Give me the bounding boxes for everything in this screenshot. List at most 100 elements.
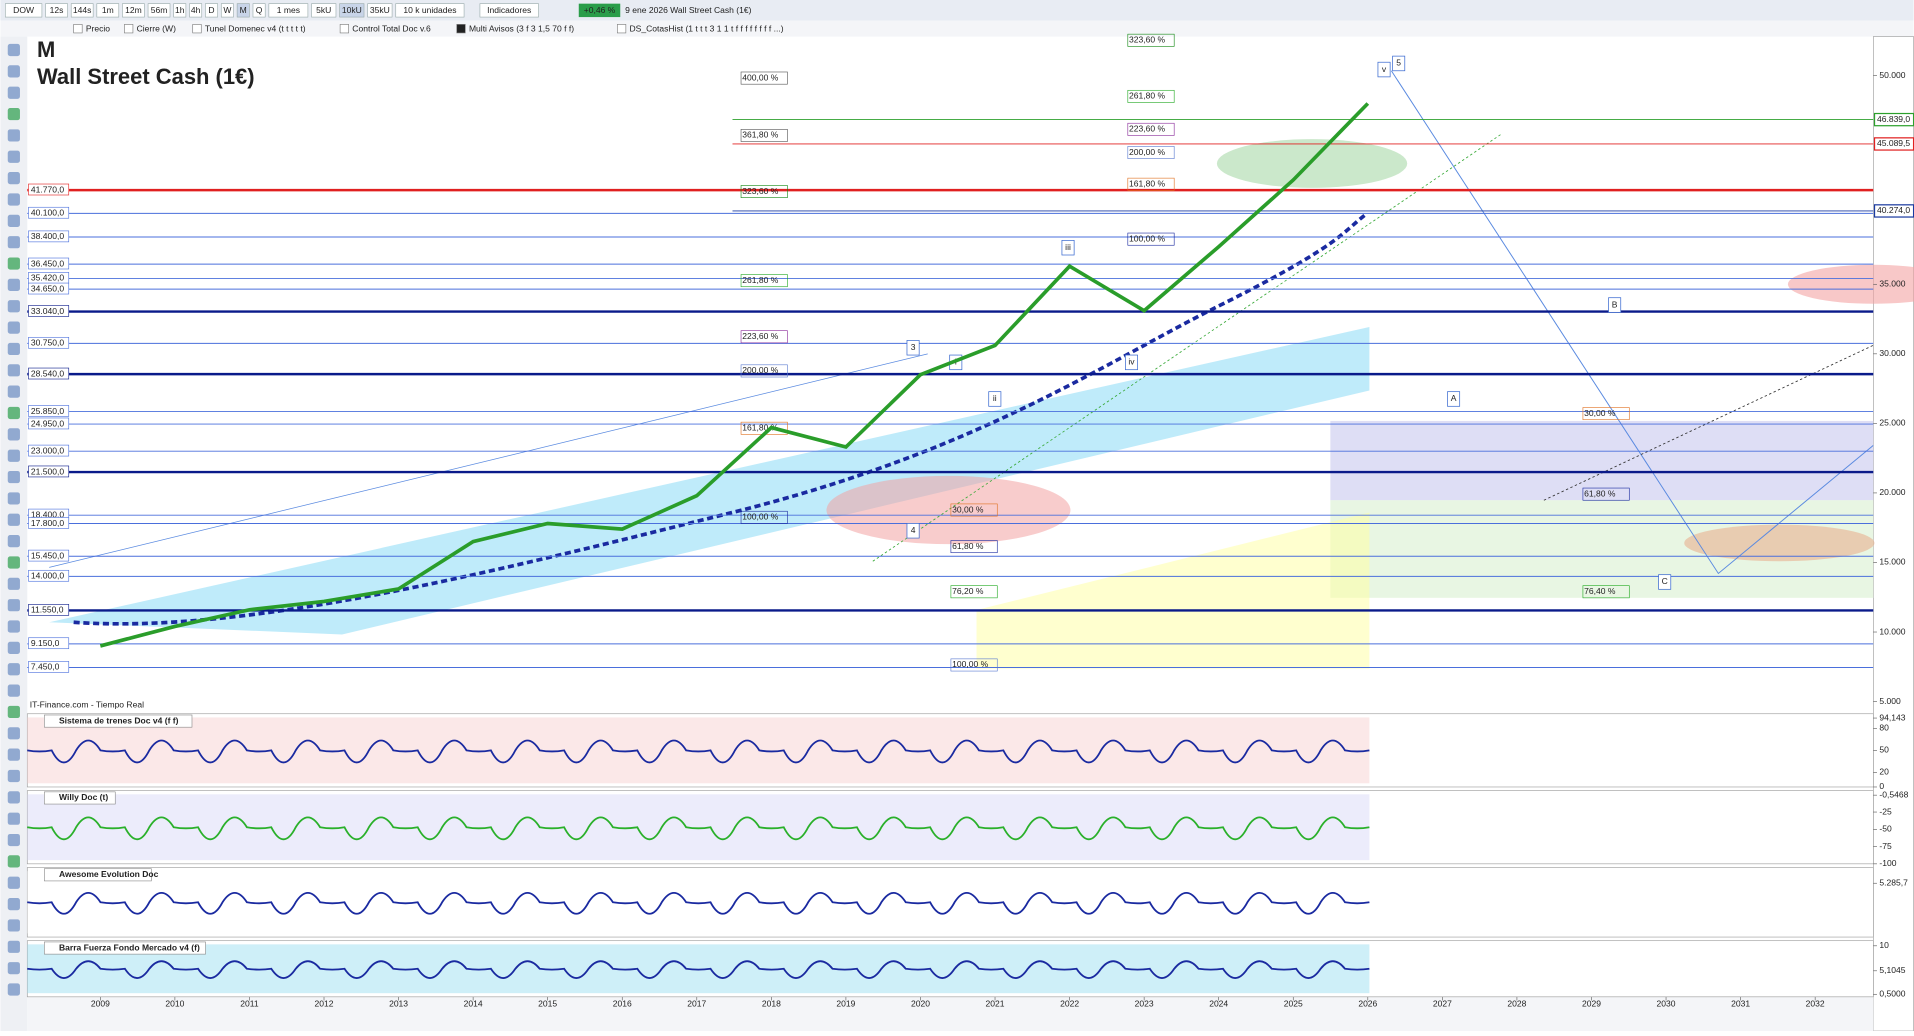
tool-icon[interactable]	[7, 492, 20, 505]
toolbar	[0, 0, 1914, 21]
tool-icon[interactable]	[7, 535, 20, 548]
change: +0,46 %	[584, 5, 616, 15]
tool-icon[interactable]	[7, 43, 20, 57]
units-button-label[interactable]: 35kU	[370, 5, 390, 15]
tool-icon[interactable]	[7, 599, 20, 612]
tool-icon[interactable]	[7, 940, 20, 953]
tool-icon[interactable]	[7, 727, 20, 740]
legend-check[interactable]	[192, 24, 202, 34]
symbol-select[interactable]	[5, 3, 43, 18]
tool-icon[interactable]	[7, 556, 20, 569]
units-select-label[interactable]: 10 k unidades	[403, 5, 456, 15]
legend-check[interactable]	[456, 24, 466, 34]
legend-item[interactable]: DS_CotasHist (1 t t t 3 1 1 t f f f f f …	[630, 24, 784, 34]
timeframe-button[interactable]	[205, 3, 218, 18]
tool-icon[interactable]	[7, 705, 20, 719]
tool-icon[interactable]	[7, 855, 20, 868]
tool-icon[interactable]	[7, 428, 20, 441]
units-button-label[interactable]: 10kU	[342, 5, 362, 15]
tool-icon[interactable]	[7, 513, 20, 526]
tool-icon[interactable]	[7, 65, 20, 78]
tool-icon[interactable]	[7, 257, 20, 270]
timeframe-button[interactable]	[147, 3, 171, 18]
tool-icon[interactable]	[7, 684, 20, 697]
tool-icon[interactable]	[7, 577, 20, 590]
tool-icon[interactable]	[7, 898, 20, 911]
legend-check[interactable]	[617, 24, 627, 34]
indicators-button[interactable]	[479, 3, 539, 18]
timeframe-button[interactable]	[252, 3, 266, 18]
tool-icon[interactable]	[7, 278, 20, 291]
tool-icon[interactable]	[7, 406, 20, 420]
legend-check[interactable]	[124, 24, 134, 34]
timeframe-button-label[interactable]: D	[208, 5, 214, 15]
timeframe-button[interactable]	[96, 3, 120, 18]
legend-item[interactable]: Cierre (W)	[137, 24, 176, 34]
timeframe-button[interactable]	[189, 3, 203, 18]
timeframe-button[interactable]	[122, 3, 145, 18]
tool-icon[interactable]	[7, 86, 20, 99]
tool-icon[interactable]	[7, 364, 20, 377]
tool-icon[interactable]	[7, 812, 20, 825]
tool-icon[interactable]	[7, 470, 20, 484]
tool-icon[interactable]	[7, 107, 20, 121]
legend-item[interactable]: Control Total Doc v.6	[352, 24, 431, 34]
tool-icon[interactable]	[7, 748, 20, 761]
tool-icon[interactable]	[7, 769, 20, 783]
timeframe-button[interactable]	[45, 3, 68, 18]
tool-icon[interactable]	[7, 385, 20, 398]
tool-icon[interactable]	[7, 876, 20, 889]
price-label: 45.089,5	[1877, 138, 1910, 148]
fib-label: 100,00 %	[952, 659, 988, 669]
tool-icon[interactable]	[7, 449, 20, 462]
units-button[interactable]	[339, 3, 365, 18]
tool-icon[interactable]	[7, 620, 20, 633]
tool-icon[interactable]	[7, 193, 20, 206]
fib-label: 200,00 %	[1129, 147, 1165, 157]
fib-label: 76,20 %	[952, 586, 984, 596]
tool-icon[interactable]	[7, 791, 20, 804]
units-button-label[interactable]: 5kU	[316, 5, 331, 15]
tool-icon[interactable]	[7, 300, 20, 313]
timeframe-button-label[interactable]: 12m	[125, 5, 142, 15]
legend-item[interactable]: Multi Avisos (3 f 3 1,5 70 f f)	[469, 24, 574, 34]
tool-icon[interactable]	[7, 641, 20, 654]
tool-icon[interactable]	[7, 983, 20, 996]
symbol-select-label[interactable]: DOW	[13, 5, 35, 15]
timeframe-button-label[interactable]: 1h	[175, 5, 185, 15]
level-tag	[28, 206, 70, 219]
timeframe-button-label[interactable]: 12s	[50, 5, 64, 15]
timeframe-button[interactable]	[173, 3, 187, 18]
period-select-label[interactable]: 1 mes	[277, 5, 300, 15]
period-select[interactable]	[268, 3, 309, 18]
tool-icon[interactable]	[7, 321, 20, 334]
units-button[interactable]	[311, 3, 337, 18]
tool-icon[interactable]	[7, 129, 20, 142]
tool-icon[interactable]	[7, 663, 20, 676]
tool-icon[interactable]	[7, 833, 20, 847]
timeframe-button[interactable]	[70, 3, 94, 18]
legend-check[interactable]	[339, 24, 349, 34]
legend-item[interactable]: Tunel Domenec v4 (t t t t t)	[205, 24, 306, 34]
timeframe-button[interactable]	[220, 3, 234, 18]
timeframe-button-label[interactable]: M	[240, 5, 247, 15]
tool-icon[interactable]	[7, 342, 20, 356]
tool-icon[interactable]	[7, 236, 20, 249]
tool-icon[interactable]	[7, 962, 20, 975]
tool-icon[interactable]	[7, 214, 20, 227]
tool-icon[interactable]	[7, 150, 20, 163]
tool-icon[interactable]	[7, 919, 20, 932]
units-select[interactable]	[395, 3, 465, 18]
timeframe-button-label[interactable]: Q	[256, 5, 263, 15]
timeframe-button[interactable]	[236, 3, 250, 18]
indicators-button-label[interactable]: Indicadores	[487, 5, 531, 15]
timeframe-button-label[interactable]: W	[223, 5, 232, 15]
legend-check[interactable]	[73, 24, 83, 34]
legend-item[interactable]: Precio	[86, 24, 110, 34]
timeframe-button-label[interactable]: 4h	[191, 5, 201, 15]
timeframe-button-label[interactable]: 144s	[73, 5, 92, 15]
units-button[interactable]	[367, 3, 393, 18]
timeframe-button-label[interactable]: 56m	[151, 5, 168, 15]
timeframe-button-label[interactable]: 1m	[102, 5, 114, 15]
tool-icon[interactable]	[7, 172, 20, 185]
